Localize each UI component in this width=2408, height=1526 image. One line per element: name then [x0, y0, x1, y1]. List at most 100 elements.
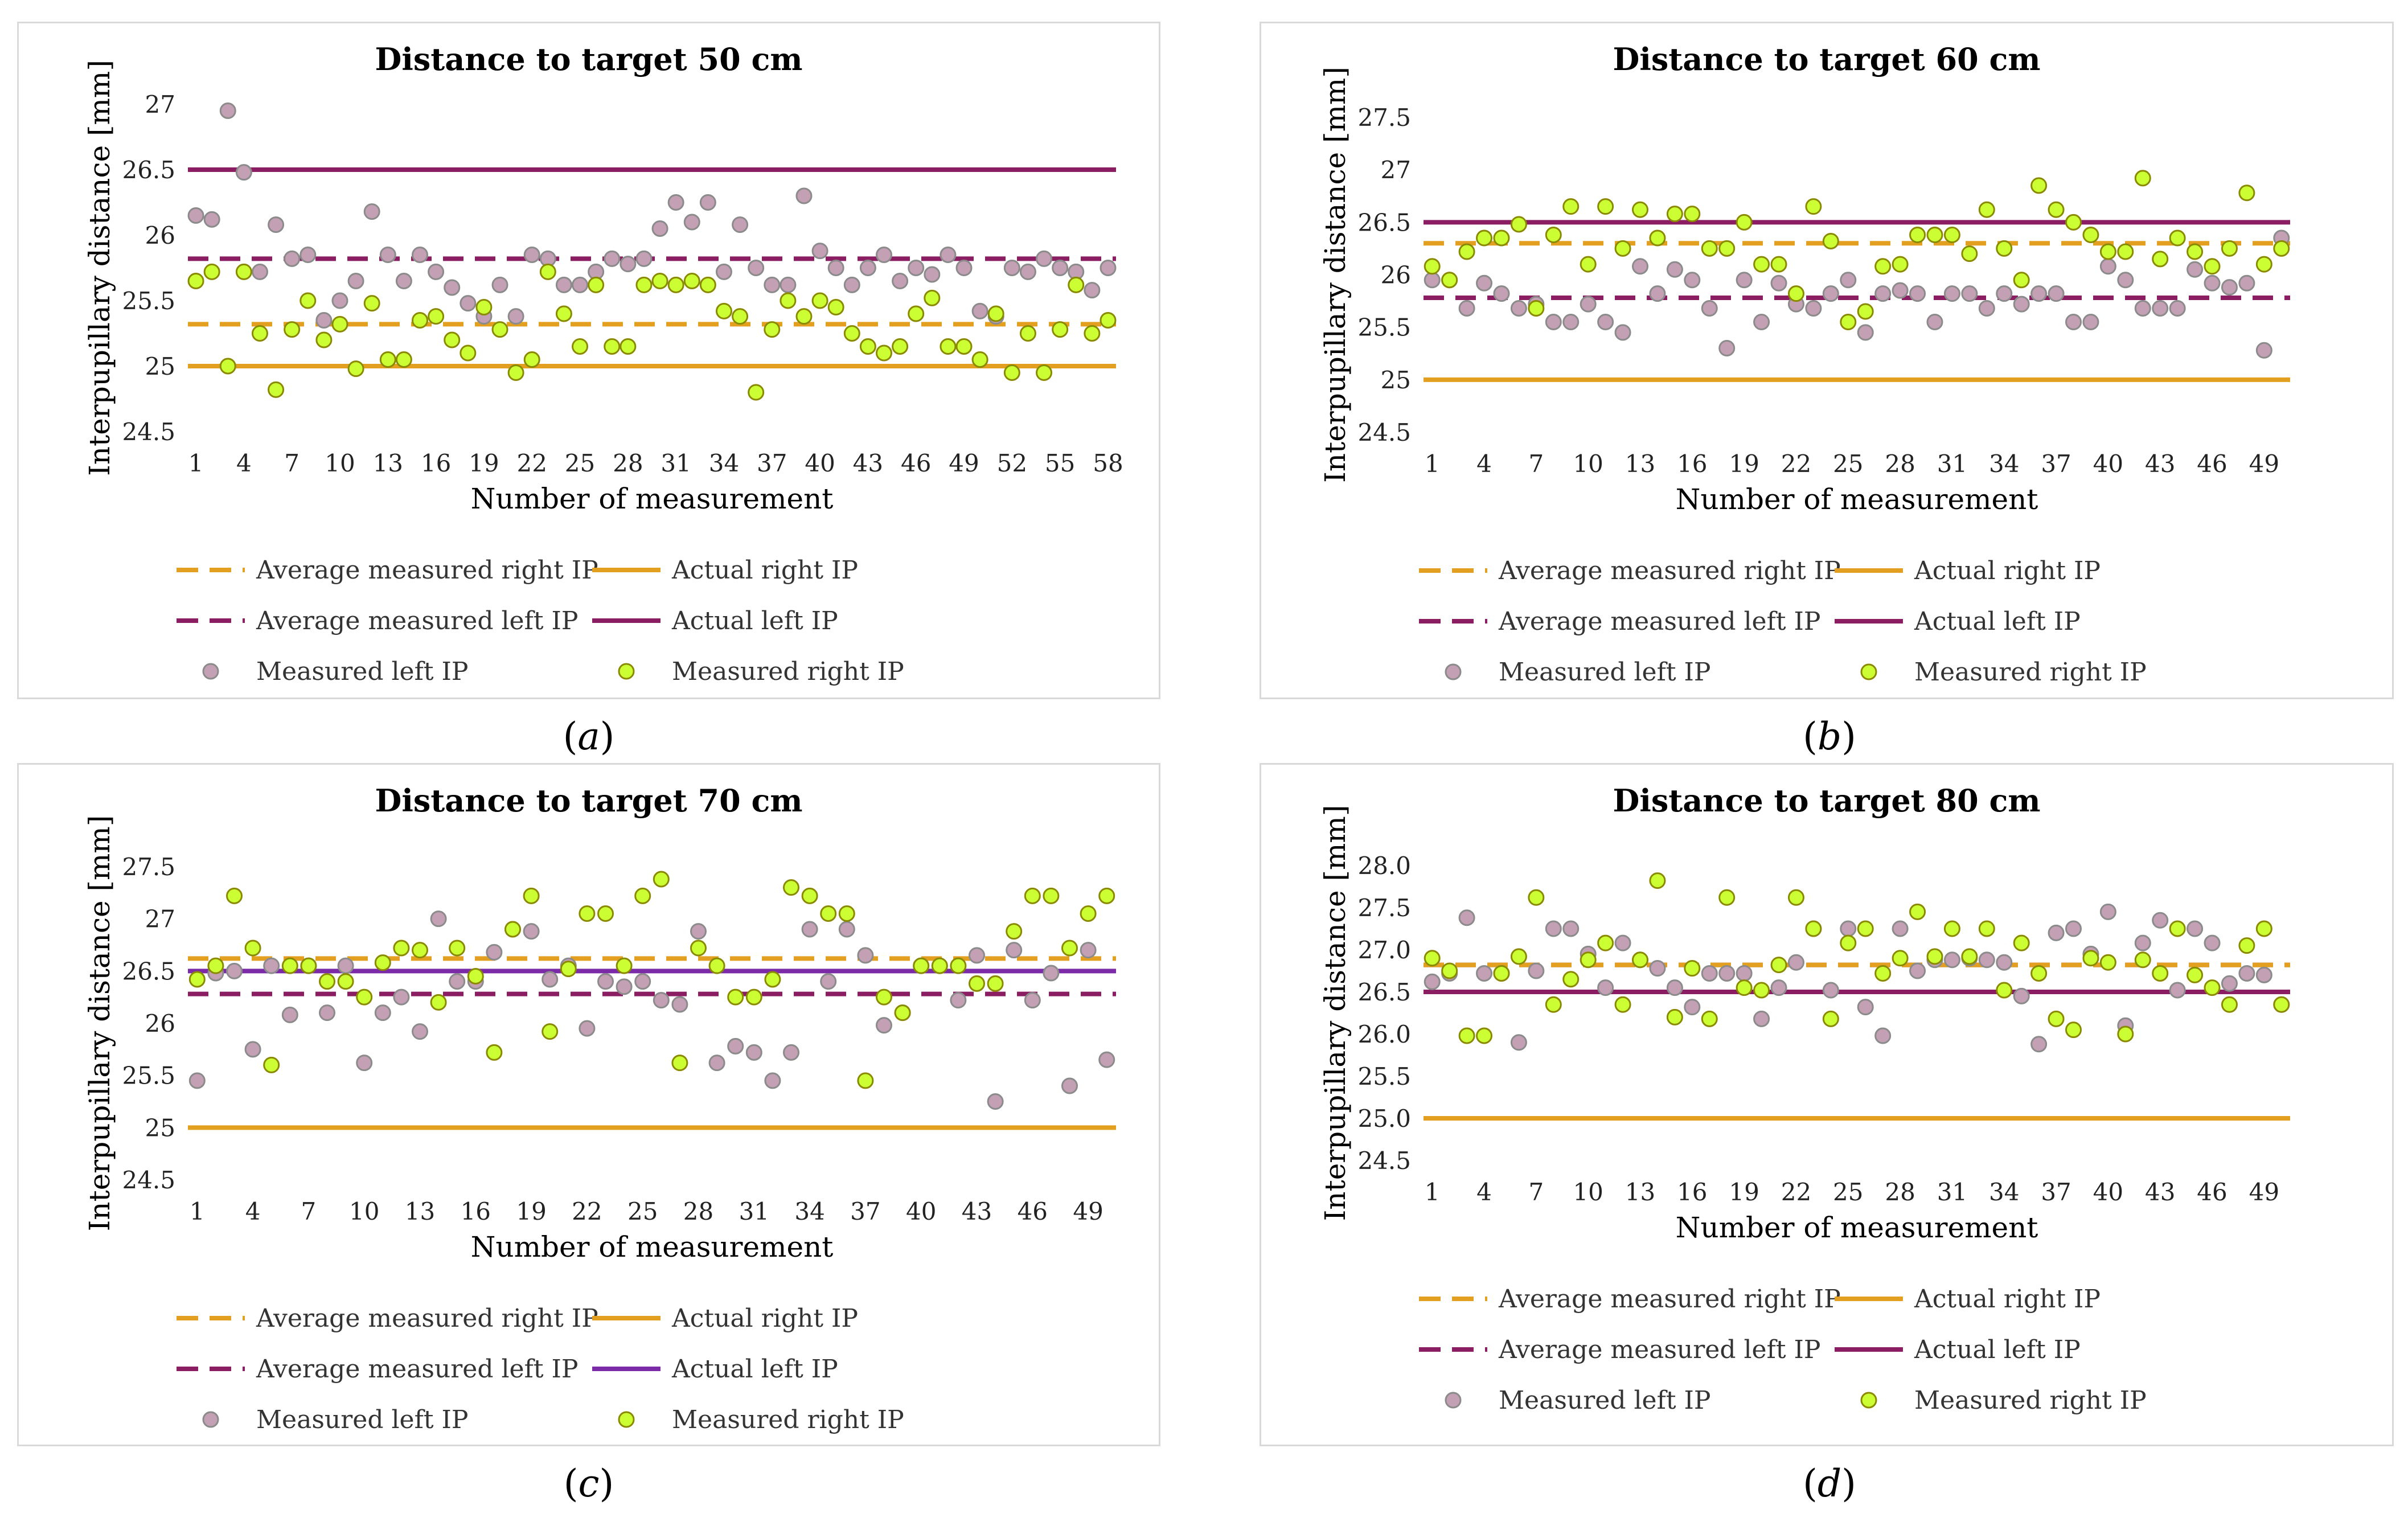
measured-left-point: [2169, 300, 2186, 317]
measured-left-point: [2204, 274, 2221, 292]
measured-left-point: [1476, 274, 1493, 292]
measured-left-point: [971, 302, 988, 319]
measured-right-point: [1510, 948, 1527, 965]
measured-right-point: [1736, 979, 1753, 996]
measured-right-point: [1580, 256, 1597, 273]
x-tick-label: 16: [1677, 1178, 1707, 1206]
measured-left-point: [319, 1004, 335, 1022]
y-tick-label: 24.5: [122, 418, 175, 446]
measured-right-point: [667, 276, 684, 293]
measured-right-point: [671, 1055, 688, 1072]
measured-right-point: [1874, 965, 1892, 982]
measured-left-point: [2204, 934, 2221, 951]
legend-average-left-label: Average measured left IP: [256, 606, 579, 635]
measured-left-point: [1510, 1034, 1527, 1051]
measured-right-point: [1043, 887, 1060, 904]
measured-left-point: [1857, 999, 1874, 1016]
x-tick-label: 46: [1018, 1197, 1048, 1225]
x-tick-label: 10: [1573, 1178, 1603, 1206]
measured-right-point: [876, 344, 892, 362]
measured-right-point: [1805, 920, 1822, 937]
legend-measured-right-label: Measured right IP: [672, 1405, 904, 1434]
x-tick-label: 43: [2145, 1178, 2175, 1206]
measured-left-point: [780, 276, 797, 293]
measured-right-point: [1822, 1010, 1839, 1027]
y-tick-label: 25.5: [122, 1062, 175, 1090]
x-tick-label: 40: [2093, 1178, 2123, 1206]
x-tick-label: 13: [1625, 450, 1655, 478]
measured-right-point: [2099, 954, 2116, 971]
measured-left-point: [1822, 982, 1839, 999]
measured-left-point: [2099, 258, 2116, 275]
measured-left-point: [188, 1072, 206, 1089]
x-tick-label: 37: [757, 449, 787, 477]
measured-right-point: [467, 968, 484, 984]
measured-right-point: [1753, 256, 1770, 273]
measured-right-point: [523, 887, 540, 904]
measured-left-point: [820, 973, 837, 990]
measured-right-point: [2099, 243, 2116, 260]
measured-right-point: [2030, 177, 2048, 194]
measured-left-point: [1805, 300, 1822, 317]
measured-left-point: [1562, 920, 1580, 937]
measured-left-point: [1052, 260, 1069, 276]
measured-left-point: [1036, 250, 1053, 267]
measured-right-point: [2204, 258, 2221, 275]
y-tick-label: 27.5: [1357, 894, 1411, 922]
measured-left-point: [597, 973, 614, 990]
x-tick-label: 34: [709, 449, 739, 477]
measured-right-point: [542, 1023, 559, 1040]
measured-left-point: [1961, 285, 1978, 302]
legend-average-left-label: Average measured left IP: [256, 1355, 579, 1384]
measured-right-point: [1441, 272, 1458, 289]
measured-right-point: [748, 384, 765, 401]
measured-right-point: [2152, 251, 2169, 268]
measured-right-point: [732, 308, 749, 325]
measured-left-point: [2238, 274, 2255, 292]
x-axis-label: Number of measurement: [1676, 483, 2038, 516]
measured-left-point: [374, 1004, 391, 1022]
measured-left-point: [2187, 920, 2204, 937]
measured-left-point: [572, 276, 589, 293]
x-tick-label: 46: [2197, 450, 2227, 478]
measured-right-point: [1736, 214, 1753, 231]
measured-left-point: [1736, 272, 1753, 289]
measured-right-point: [1036, 364, 1053, 381]
measured-left-point: [1424, 973, 1441, 990]
x-tick-label: 43: [962, 1197, 992, 1225]
measured-right-point: [268, 381, 285, 398]
measured-right-point: [2221, 996, 2238, 1013]
measured-left-point: [1857, 324, 1874, 341]
measured-left-point: [263, 957, 280, 974]
x-tick-label: 10: [1573, 450, 1603, 478]
measured-right-point: [1666, 206, 1683, 223]
measured-left-point: [1493, 285, 1510, 302]
measured-left-point: [1978, 300, 1995, 317]
measured-right-point: [507, 364, 524, 381]
measured-left-point: [1649, 960, 1666, 977]
measured-right-point: [1943, 920, 1960, 937]
y-tick-label: 24.5: [122, 1166, 175, 1194]
measured-left-point: [1926, 313, 1943, 330]
measured-right-point: [2273, 996, 2290, 1013]
measured-left-point: [542, 971, 559, 988]
measured-left-point: [843, 276, 860, 293]
measured-left-point: [219, 102, 236, 119]
measured-left-point: [690, 923, 707, 940]
measured-left-point: [395, 273, 412, 289]
measured-right-point: [1961, 245, 1978, 262]
y-tick-label: 25.5: [1357, 314, 1411, 342]
legend-actual-right-label: Actual right IP: [1914, 556, 2101, 585]
legend-actual-left-label: Actual left IP: [1914, 1335, 2081, 1364]
measured-right-point: [745, 988, 762, 1006]
measured-right-point: [1562, 971, 1580, 988]
measured-right-point: [1080, 905, 1097, 922]
x-tick-label: 25: [565, 449, 595, 477]
measured-left-point: [715, 263, 732, 280]
x-tick-label: 31: [661, 449, 691, 477]
measured-left-point: [651, 220, 668, 237]
x-tick-label: 16: [1677, 450, 1707, 478]
measured-left-point: [667, 194, 684, 211]
x-tick-label: 13: [405, 1197, 435, 1225]
measured-right-point: [1701, 240, 1718, 257]
